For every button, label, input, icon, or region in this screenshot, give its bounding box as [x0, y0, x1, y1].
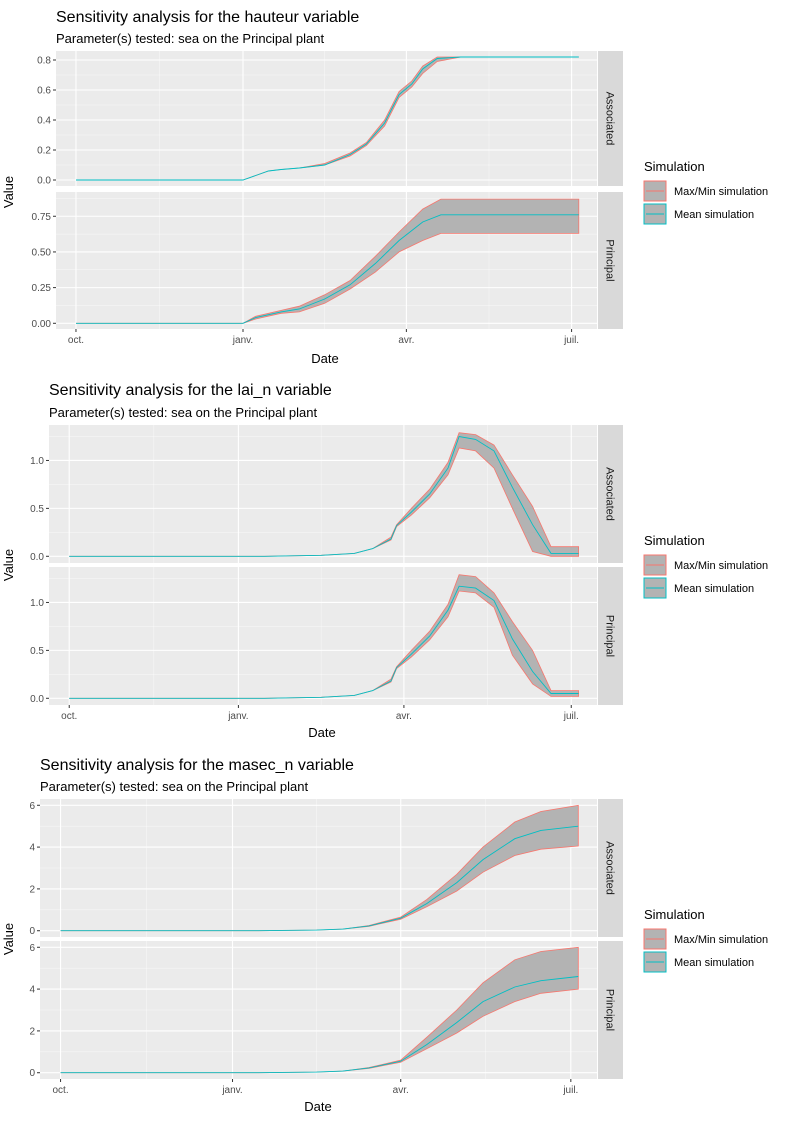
y-tick-label: 0: [29, 926, 35, 937]
y-tick-label: 0.6: [37, 86, 51, 97]
y-tick-label: 0.2: [37, 146, 51, 157]
x-axis-title: Date: [304, 1099, 331, 1114]
y-tick-label: 1.0: [30, 598, 44, 609]
facet-panel-principal: 0 2 4 6 Principal oct. janv. avr. juil.: [29, 941, 623, 1096]
x-tick-label: oct.: [52, 1085, 68, 1096]
facet-strip-label: Associated: [604, 92, 616, 146]
facet-strip-label: Principal: [604, 615, 616, 657]
y-tick-label: 0: [29, 1068, 35, 1079]
chart-subtitle: Parameter(s) tested: sea on the Principa…: [40, 779, 308, 794]
facet-strip: [598, 425, 623, 563]
chart-title: Sensitivity analysis for the hauteur var…: [56, 9, 359, 26]
x-tick-label: juil.: [563, 335, 579, 346]
y-tick-label: 2: [29, 1026, 35, 1037]
legend-lai-n: Simulation Max/Min simulation Mean simul…: [643, 533, 768, 599]
legend-label-mean: Mean simulation: [674, 583, 754, 595]
mean-line: [60, 825, 579, 932]
facet-strip: [598, 51, 623, 186]
y-tick-label: 0.5: [30, 504, 44, 515]
x-axis-title: Date: [308, 725, 335, 740]
mean-line: [60, 976, 579, 1074]
chart-masec-n: Sensitivity analysis for the masec_n var…: [1, 757, 354, 1114]
legend-label-maxmin: Max/Min simulation: [674, 186, 768, 198]
y-tick-label: 0.50: [32, 247, 52, 258]
mean-line: [69, 585, 579, 699]
x-tick-label: avr.: [393, 1085, 409, 1096]
facet-strip-label: Associated: [604, 841, 616, 895]
facet-panel-principal: 0.0 0.5 1.0 Principal oct. janv. avr. juil.: [30, 567, 623, 722]
facet-strip-label: Principal: [604, 989, 616, 1031]
chart-subtitle: Parameter(s) tested: sea on the Principa…: [49, 405, 317, 420]
legend-hauteur: Simulation Max/Min simulation Mean simul…: [643, 159, 768, 225]
y-tick-label: 1.0: [30, 456, 44, 467]
legend-masec-n: Simulation Max/Min simulation Mean simul…: [643, 907, 768, 973]
y-tick-label: 0.5: [30, 646, 44, 657]
legend-label-mean: Mean simulation: [674, 957, 754, 969]
legend-label-mean: Mean simulation: [674, 209, 754, 221]
mean-line: [76, 214, 579, 324]
y-tick-label: 6: [29, 801, 35, 812]
facet-strip: [598, 941, 623, 1079]
x-tick-label: janv.: [221, 1085, 242, 1096]
chart-hauteur: Sensitivity analysis for the hauteur var…: [1, 9, 359, 366]
x-axis-title: Date: [311, 351, 338, 366]
chart-title: Sensitivity analysis for the masec_n var…: [40, 757, 354, 774]
panel-background: [56, 51, 597, 186]
chart-subtitle: Parameter(s) tested: sea on the Principa…: [56, 31, 324, 46]
facet-strip-label: Principal: [604, 239, 616, 281]
y-axis-title: Value: [1, 923, 16, 955]
legend-label-maxmin: Max/Min simulation: [674, 934, 768, 946]
y-tick-label: 0.75: [32, 212, 52, 223]
facet-panels: 0.00.20.40.60.8Associated0.000.250.500.7…: [29, 51, 623, 1096]
maxmin-ribbon: [76, 198, 580, 324]
y-tick-label: 0.00: [32, 319, 52, 330]
y-tick-label: 0.25: [32, 283, 52, 294]
facet-strip: [598, 799, 623, 937]
mean-line: [69, 435, 579, 557]
x-tick-label: oct.: [68, 335, 84, 346]
chart-title: Sensitivity analysis for the lai_n varia…: [49, 382, 332, 399]
legend-title: Simulation: [644, 159, 705, 174]
x-tick-label: avr.: [396, 711, 412, 722]
y-tick-label: 0.0: [30, 694, 44, 705]
y-tick-label: 0.4: [37, 116, 51, 127]
y-tick-label: 0.0: [37, 176, 51, 187]
legend-title: Simulation: [644, 907, 705, 922]
facet-strip: [598, 192, 623, 329]
y-tick-label: 4: [29, 985, 35, 996]
y-axis-title: Value: [1, 549, 16, 581]
x-tick-label: juil.: [563, 711, 579, 722]
x-tick-label: avr.: [398, 335, 414, 346]
x-tick-label: juil.: [562, 1085, 578, 1096]
mean-line: [76, 56, 579, 181]
y-tick-label: 0.8: [37, 56, 51, 67]
facet-strip-label: Associated: [604, 467, 616, 521]
y-tick-label: 2: [29, 884, 35, 895]
x-tick-label: oct.: [61, 711, 77, 722]
legend-title: Simulation: [644, 533, 705, 548]
facet-panel-associated: 0 2 4 6 Associated: [29, 799, 623, 937]
y-axis-title: Value: [1, 176, 16, 208]
facet-panel-principal: 0.00 0.25 0.50 0.75 Principal oct. janv. avr. ju…: [32, 192, 623, 346]
y-tick-label: 0.0: [30, 552, 44, 563]
x-tick-label: janv.: [227, 711, 248, 722]
x-tick-label: janv.: [232, 335, 253, 346]
legend-label-maxmin: Max/Min simulation: [674, 560, 768, 572]
y-tick-label: 6: [29, 943, 35, 954]
facet-strip: [598, 567, 623, 705]
chart-lai-n: Sensitivity analysis for the lai_n varia…: [1, 382, 336, 740]
facet-panel-associated: 0.0 0.5 1.0 Associated: [30, 425, 623, 563]
y-tick-label: 4: [29, 843, 35, 854]
facet-panel-associated: 0.0 0.2 0.4 0.6 0.8 Associated: [37, 51, 623, 187]
